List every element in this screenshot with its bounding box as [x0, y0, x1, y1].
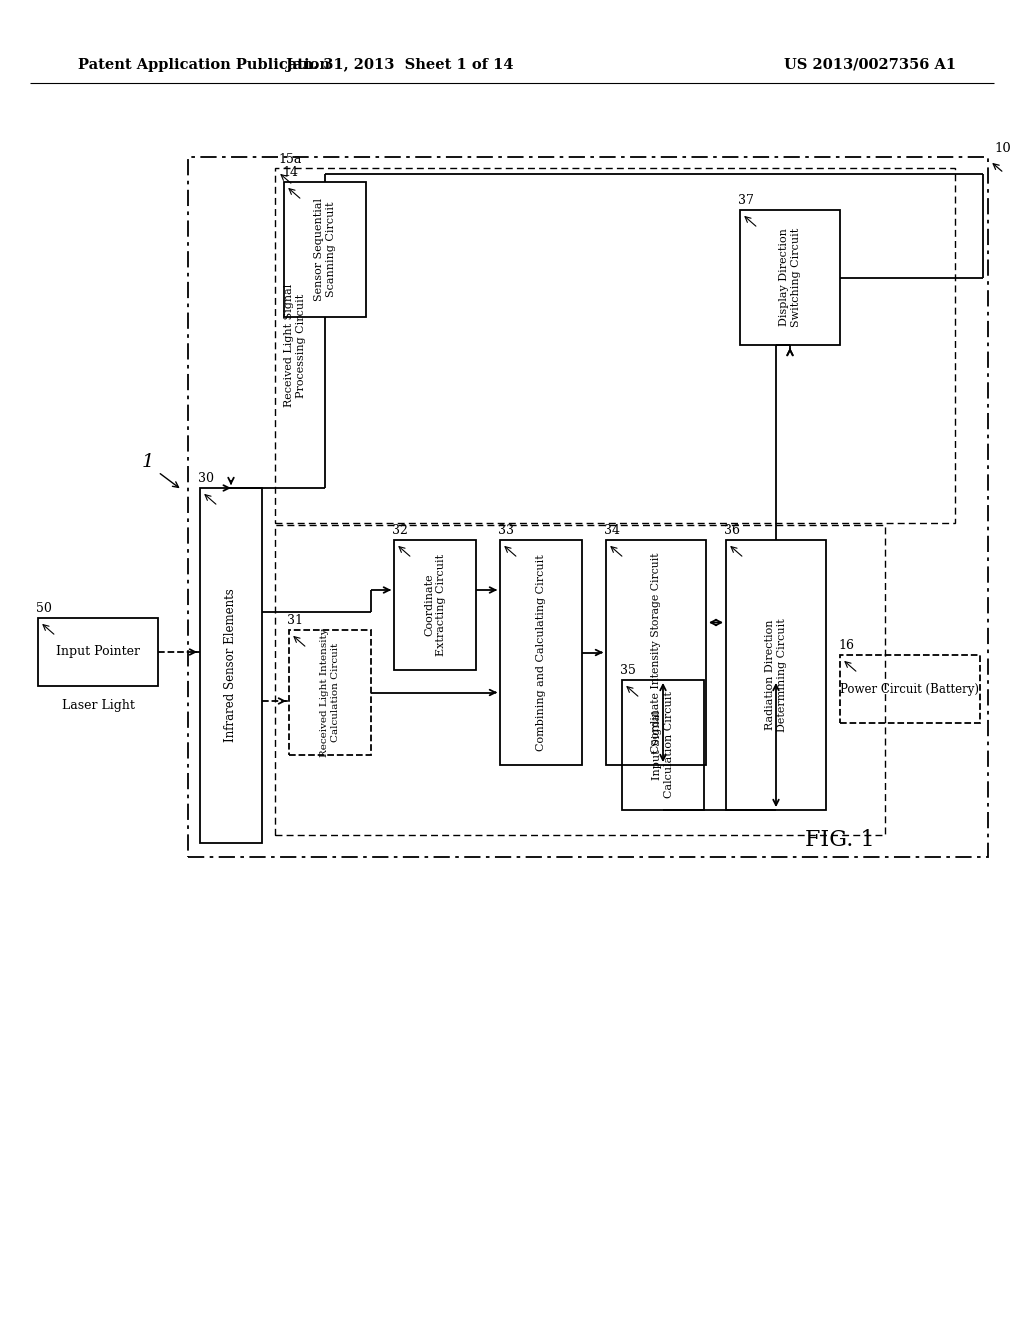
Bar [188, 157, 988, 857]
Text: 31: 31 [287, 614, 303, 627]
Text: Received Light Intensity
Calculation Circuit: Received Light Intensity Calculation Cir… [321, 628, 340, 756]
Text: 16: 16 [838, 639, 854, 652]
Bar [740, 210, 840, 345]
Text: FIG. 1: FIG. 1 [805, 829, 874, 851]
Bar [500, 540, 582, 766]
Text: Coordinate Intensity Storage Circuit: Coordinate Intensity Storage Circuit [651, 552, 662, 752]
Text: Input Signal
Calculation Circuit: Input Signal Calculation Circuit [652, 692, 674, 799]
Bar [622, 680, 705, 810]
Bar [726, 540, 826, 810]
Text: 14: 14 [282, 166, 298, 180]
Text: 35: 35 [620, 664, 636, 677]
Text: Jan. 31, 2013  Sheet 1 of 14: Jan. 31, 2013 Sheet 1 of 14 [287, 58, 514, 73]
Text: Patent Application Publication: Patent Application Publication [78, 58, 330, 73]
Bar [38, 618, 158, 686]
Text: 33: 33 [498, 524, 514, 537]
Bar [289, 630, 371, 755]
Text: 34: 34 [604, 524, 620, 537]
Text: Infrared Sensor Elements: Infrared Sensor Elements [224, 589, 238, 742]
Text: Input Pointer: Input Pointer [56, 645, 140, 659]
Text: Power Circuit (Battery): Power Circuit (Battery) [841, 682, 980, 696]
Text: Sensor Sequential
Scanning Circuit: Sensor Sequential Scanning Circuit [314, 198, 336, 301]
Text: 32: 32 [392, 524, 408, 537]
Text: 50: 50 [36, 602, 52, 615]
Text: 37: 37 [738, 194, 754, 207]
Text: Combining and Calculating Circuit: Combining and Calculating Circuit [536, 554, 546, 751]
Bar [275, 525, 885, 836]
Text: Coordinate
Extracting Circuit: Coordinate Extracting Circuit [424, 554, 445, 656]
Text: 36: 36 [724, 524, 740, 537]
Text: Received Light Signal
Processing Circuit: Received Light Signal Processing Circuit [285, 284, 306, 407]
Text: Laser Light: Laser Light [61, 700, 134, 713]
Bar [394, 540, 476, 671]
Bar [840, 655, 980, 723]
Bar [200, 488, 262, 843]
Text: 10: 10 [994, 143, 1011, 154]
Bar [606, 540, 706, 766]
Text: Display Direction
Switching Circuit: Display Direction Switching Circuit [779, 228, 801, 327]
Text: US 2013/0027356 A1: US 2013/0027356 A1 [784, 58, 956, 73]
Text: Radiation Direction
Determining Circuit: Radiation Direction Determining Circuit [765, 618, 786, 731]
Text: 30: 30 [198, 473, 214, 484]
Bar [284, 182, 366, 317]
Text: 1: 1 [141, 453, 155, 471]
Text: 15a: 15a [278, 153, 301, 166]
Bar [275, 168, 955, 523]
